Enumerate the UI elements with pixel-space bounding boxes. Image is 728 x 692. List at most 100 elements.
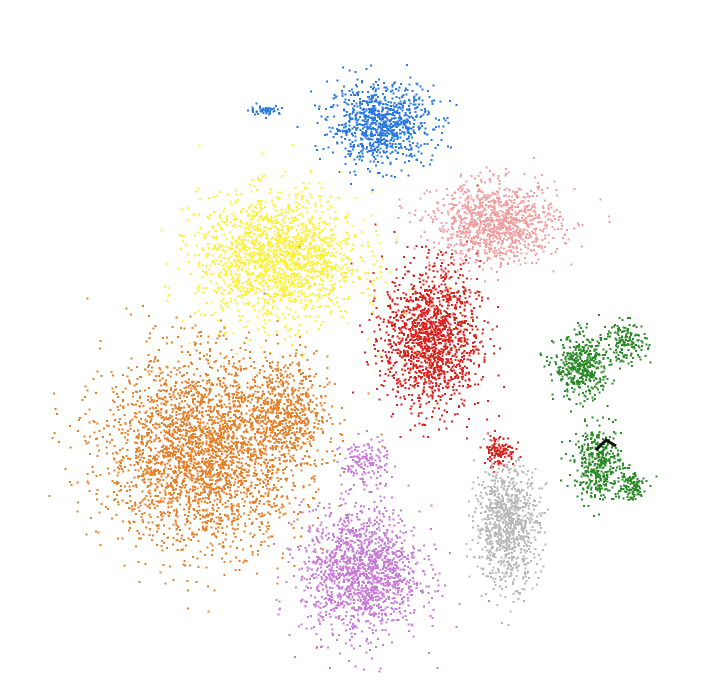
scatter-point — [345, 231, 348, 234]
scatter-point — [499, 222, 502, 225]
scatter-point — [426, 372, 429, 374]
scatter-point — [386, 110, 389, 113]
scatter-point — [531, 195, 534, 198]
scatter-point — [280, 209, 283, 211]
scatter-point — [442, 231, 445, 234]
scatter-point — [379, 123, 382, 126]
scatter-point — [264, 268, 267, 271]
scatter-point — [486, 257, 489, 260]
scatter-point — [261, 258, 264, 261]
scatter-point — [256, 227, 259, 230]
scatter-point — [405, 154, 408, 157]
scatter-point — [461, 378, 464, 381]
scatter-point — [495, 438, 498, 441]
scatter-point — [459, 239, 462, 242]
scatter-point — [420, 376, 423, 378]
scatter-point — [408, 270, 411, 273]
scatter-point — [491, 193, 494, 196]
scatter-point — [247, 320, 250, 323]
scatter-point — [389, 139, 392, 142]
scatter-point — [465, 437, 468, 440]
scatter-point — [490, 216, 493, 219]
scatter-point — [506, 226, 509, 229]
scatter-point — [406, 119, 409, 122]
scatter-point — [483, 227, 486, 230]
scatter-point — [443, 324, 446, 327]
scatter-point — [268, 240, 271, 243]
scatter-point — [455, 388, 458, 391]
scatter-point — [527, 223, 530, 226]
scatter-point — [436, 354, 439, 357]
scatter-point — [461, 375, 463, 378]
scatter-point — [261, 231, 264, 234]
scatter-point — [369, 123, 372, 126]
scatter-point — [447, 121, 450, 124]
scatter-point — [417, 359, 420, 362]
scatter-point — [419, 371, 421, 374]
scatter-point — [361, 143, 364, 145]
scatter-point — [398, 327, 400, 330]
scatter-point — [426, 330, 429, 333]
scatter-point — [439, 359, 441, 362]
scatter-point — [364, 114, 367, 117]
scatter-point — [267, 293, 269, 296]
scatter-point — [455, 351, 458, 354]
scatter-point — [489, 230, 491, 232]
scatter-point — [476, 278, 479, 281]
scatter-point — [382, 150, 385, 152]
scatter-point — [499, 225, 502, 228]
scatter-point — [493, 252, 496, 255]
scatter-point — [477, 348, 480, 351]
scatter-point — [391, 112, 394, 115]
scatter-point — [503, 189, 506, 191]
scatter-point — [355, 102, 358, 105]
scatter-point — [517, 187, 520, 190]
scatter-point — [306, 254, 308, 257]
scatter-point — [437, 387, 440, 390]
scatter-point — [465, 191, 468, 194]
scatter-point — [472, 226, 475, 229]
scatter-point — [411, 353, 413, 356]
scatter-point — [400, 83, 403, 86]
scatter-point — [425, 326, 428, 329]
scatter-point — [450, 360, 453, 363]
scatter-point — [476, 328, 479, 331]
scatter-point — [434, 370, 437, 373]
scatter-point — [472, 208, 475, 211]
scatter-point — [222, 249, 224, 252]
scatter-point — [495, 231, 498, 234]
scatter-point — [506, 209, 509, 212]
scatter-point — [292, 283, 295, 286]
scatter-point — [419, 219, 422, 222]
scatter-point — [430, 320, 433, 323]
scatter-point — [407, 135, 410, 138]
scatter-point — [388, 112, 391, 115]
scatter-point — [399, 205, 402, 207]
scatter-point — [446, 307, 449, 310]
scatter-point — [477, 217, 479, 220]
scatter-point — [493, 240, 496, 242]
scatter-point — [343, 309, 346, 312]
scatter-point — [476, 194, 479, 197]
scatter-point — [269, 108, 272, 111]
scatter-point — [349, 145, 352, 148]
scatter-point — [205, 255, 208, 258]
scatter-point — [422, 423, 425, 426]
scatter-point — [288, 222, 291, 225]
scatter-point — [514, 239, 517, 242]
scatter-point — [465, 243, 468, 246]
scatter-point — [419, 85, 422, 88]
scatter-point — [289, 263, 291, 266]
scatter-point — [497, 279, 499, 282]
scatter-point — [547, 218, 550, 221]
scatter-point — [330, 195, 333, 198]
scatter-point — [375, 338, 377, 341]
scatter-point — [291, 262, 294, 265]
scatter-point — [511, 204, 514, 207]
scatter-point — [440, 324, 443, 327]
scatter-point — [416, 317, 419, 320]
scatter-point — [423, 317, 426, 320]
scatter-point — [459, 229, 462, 232]
scatter-point — [421, 322, 423, 325]
scatter-point — [417, 400, 420, 402]
